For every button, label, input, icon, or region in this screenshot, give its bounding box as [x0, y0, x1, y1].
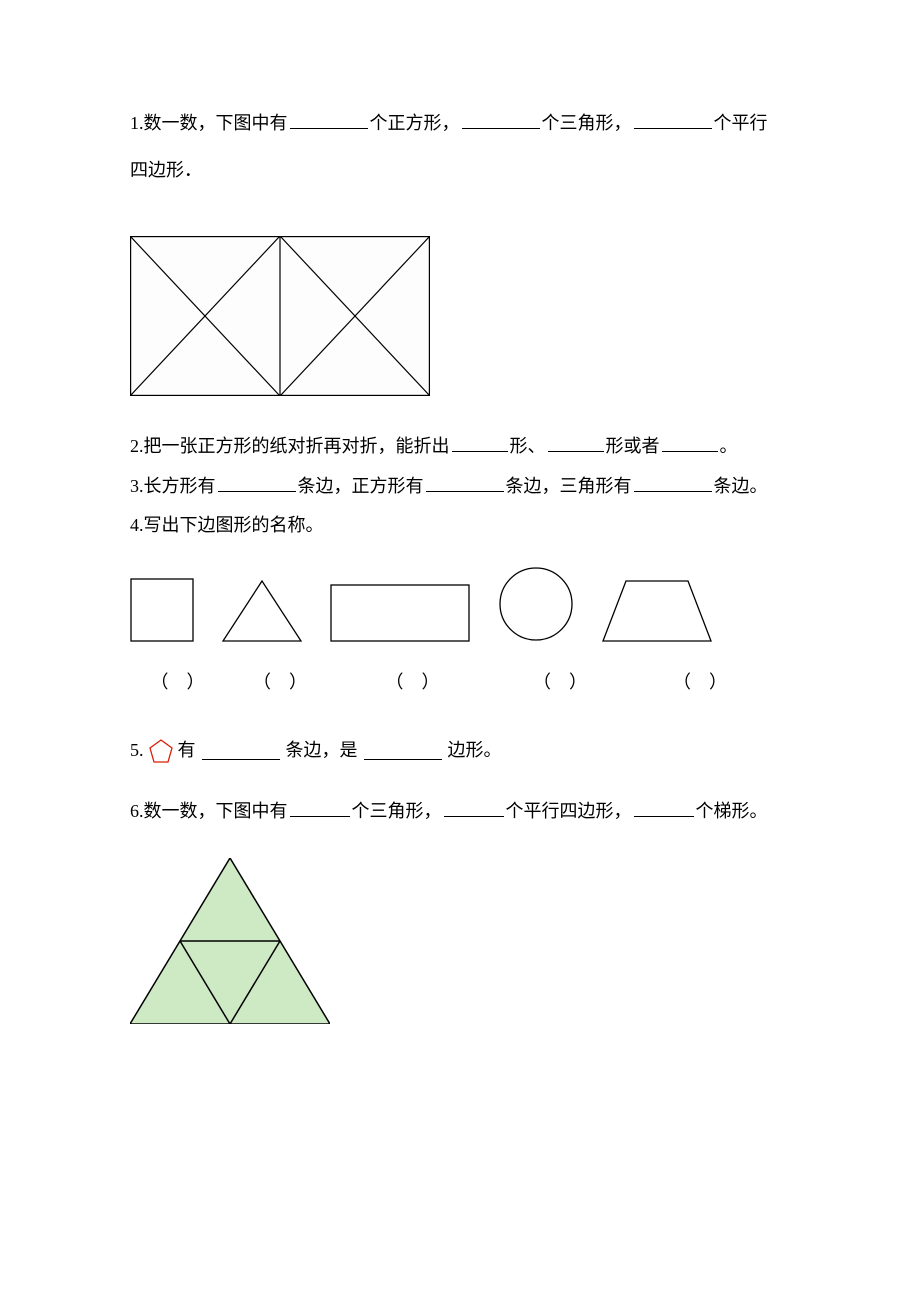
question-1: 1.数一数，下图中有 个正方形， 个三角形， 个平行 四边形． [130, 100, 800, 403]
question-4: 4.写出下边图形的名称。 [130, 513, 800, 538]
q2-text-c: 形或者 [606, 436, 660, 456]
q3-text-b: 条边，正方形有 [298, 476, 424, 496]
q1-text-c: 个三角形， [542, 113, 632, 133]
q6-text-b: 个三角形， [352, 801, 442, 821]
paren-open: （ [533, 672, 551, 692]
q6-figure [130, 858, 800, 1031]
square-icon [130, 578, 194, 642]
q2-blank-1 [452, 433, 508, 452]
q5-blank-1 [202, 741, 280, 760]
q1-text: 1.数一数，下图中有 个正方形， 个三角形， 个平行 四边形． [130, 100, 800, 194]
question-2: 2.把一张正方形的纸对折再对折，能折出 形、 形或者 。 [130, 433, 800, 459]
q5-text-c: 边形。 [448, 738, 502, 763]
paren-open: （ [386, 672, 404, 692]
question-3: 3.长方形有 条边，正方形有 条边，三角形有 条边。 [130, 473, 800, 499]
paren-close: ） [422, 672, 440, 692]
q2-text-d: 。 [720, 436, 738, 456]
q3-text-c: 条边，三角形有 [506, 476, 632, 496]
q4-number: 4. [130, 515, 144, 535]
paren-close: ） [187, 672, 205, 692]
q4-shapes-row [130, 566, 800, 642]
q4-paren-4: （ ） [490, 670, 630, 695]
paren-open: （ [673, 672, 691, 692]
q2-blank-2 [548, 433, 604, 452]
pentagon-icon [148, 738, 174, 764]
q2-text-b: 形、 [510, 436, 546, 456]
question-6: 6.数一数，下图中有 个三角形， 个平行四边形， 个梯形。 [130, 798, 800, 824]
q6-triangle-diagram [130, 858, 330, 1024]
q3-blank-1 [218, 473, 296, 492]
paren-close: ） [569, 672, 587, 692]
triangle-icon [222, 580, 302, 642]
circle-icon [498, 566, 574, 642]
q4-paren-3: （ ） [335, 670, 490, 695]
q1-blank-2 [462, 110, 540, 129]
q6-blank-3 [634, 798, 694, 817]
q3-blank-2 [426, 473, 504, 492]
q3-blank-3 [634, 473, 712, 492]
q6-number: 6. [130, 801, 144, 821]
q3-number: 3. [130, 476, 144, 496]
worksheet-page: 1.数一数，下图中有个正方形，个三角形，个平行 四边形． 2.把一张正方形的纸对… [0, 0, 920, 1091]
q1-rect-diagram [130, 236, 430, 396]
q5-blank-2 [364, 741, 442, 760]
q1-figure [130, 236, 800, 403]
q4-paren-2: （ ） [225, 670, 335, 695]
paren-close: ） [709, 672, 727, 692]
q1-number: 1. [130, 113, 144, 133]
paren-open: （ [151, 672, 169, 692]
q4-paren-1: （ ） [130, 670, 225, 695]
question-5: 5. 有 条边，是 边形。 [130, 738, 800, 764]
q1-text-d: 个平行 [714, 113, 768, 133]
paren-open: （ [253, 672, 271, 692]
rectangle-icon [330, 584, 470, 642]
q5-text-a: 有 [178, 738, 196, 763]
trapezoid-icon [602, 580, 712, 642]
q3-text-d: 条边。 [714, 476, 768, 496]
q4-paren-row: （ ） （ ） （ ） （ ） （ ） [130, 670, 800, 695]
q5-number: 5. [130, 738, 144, 763]
q4-paren-5: （ ） [630, 670, 770, 695]
q5-text-b: 条边，是 [286, 738, 358, 763]
q4-text: 写出下边图形的名称。 [144, 515, 324, 535]
q1-text-a: 数一数，下图中有 [144, 113, 288, 133]
q1-blank-3 [634, 110, 712, 129]
q6-blank-1 [290, 798, 350, 817]
q6-text-a: 数一数，下图中有 [144, 801, 288, 821]
q6-text-d: 个梯形。 [696, 801, 768, 821]
q3-text-a: 长方形有 [144, 476, 216, 496]
q2-text-a: 把一张正方形的纸对折再对折，能折出 [144, 436, 450, 456]
paren-close: ） [289, 672, 307, 692]
q6-text-c: 个平行四边形， [506, 801, 632, 821]
q1-line2: 四边形． [130, 160, 202, 180]
q2-number: 2. [130, 436, 144, 456]
q6-blank-2 [444, 798, 504, 817]
q1-text-b: 个正方形， [370, 113, 460, 133]
q1-blank-1 [290, 110, 368, 129]
q2-blank-3 [662, 433, 718, 452]
